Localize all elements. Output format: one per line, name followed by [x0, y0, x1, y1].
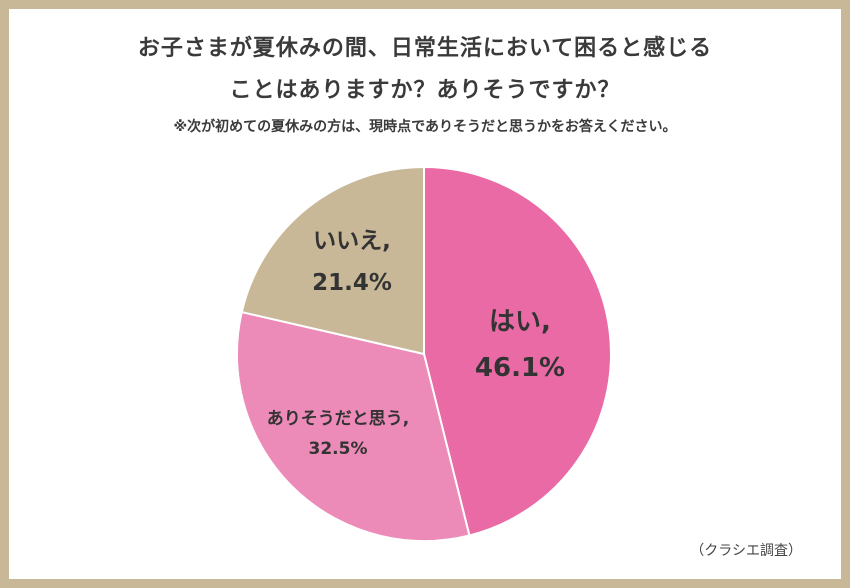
- slice-value-3: 21.4%: [312, 270, 392, 296]
- slice-label-3: いいえ,: [313, 228, 391, 254]
- slice-value-1: 46.1%: [475, 353, 565, 383]
- pie-labels: はい, 46.1% ありそうだと思う, 32.5% いいえ, 21.4%: [267, 228, 565, 459]
- pie-slice-2: [236, 310, 471, 542]
- chart-note: ※次が初めての夏休みの方は、現時点でありそうだと思うかをお答えください。: [173, 119, 677, 135]
- pie-slice-1: [423, 165, 613, 537]
- slice-label-2: ありそうだと思う,: [267, 409, 409, 429]
- source-note: （クラシエ調査）: [690, 543, 802, 559]
- slice-value-2: 32.5%: [309, 439, 368, 459]
- chart-title-line-1: お子さまが夏休みの間、日常生活において困ると感じる: [137, 36, 713, 61]
- pie-slices: [236, 165, 613, 542]
- pie-slice-3: [240, 165, 425, 356]
- slice-label-1: はい,: [489, 307, 551, 337]
- chart-title-line-2: ことはありますか？ありそうですか？: [229, 78, 621, 103]
